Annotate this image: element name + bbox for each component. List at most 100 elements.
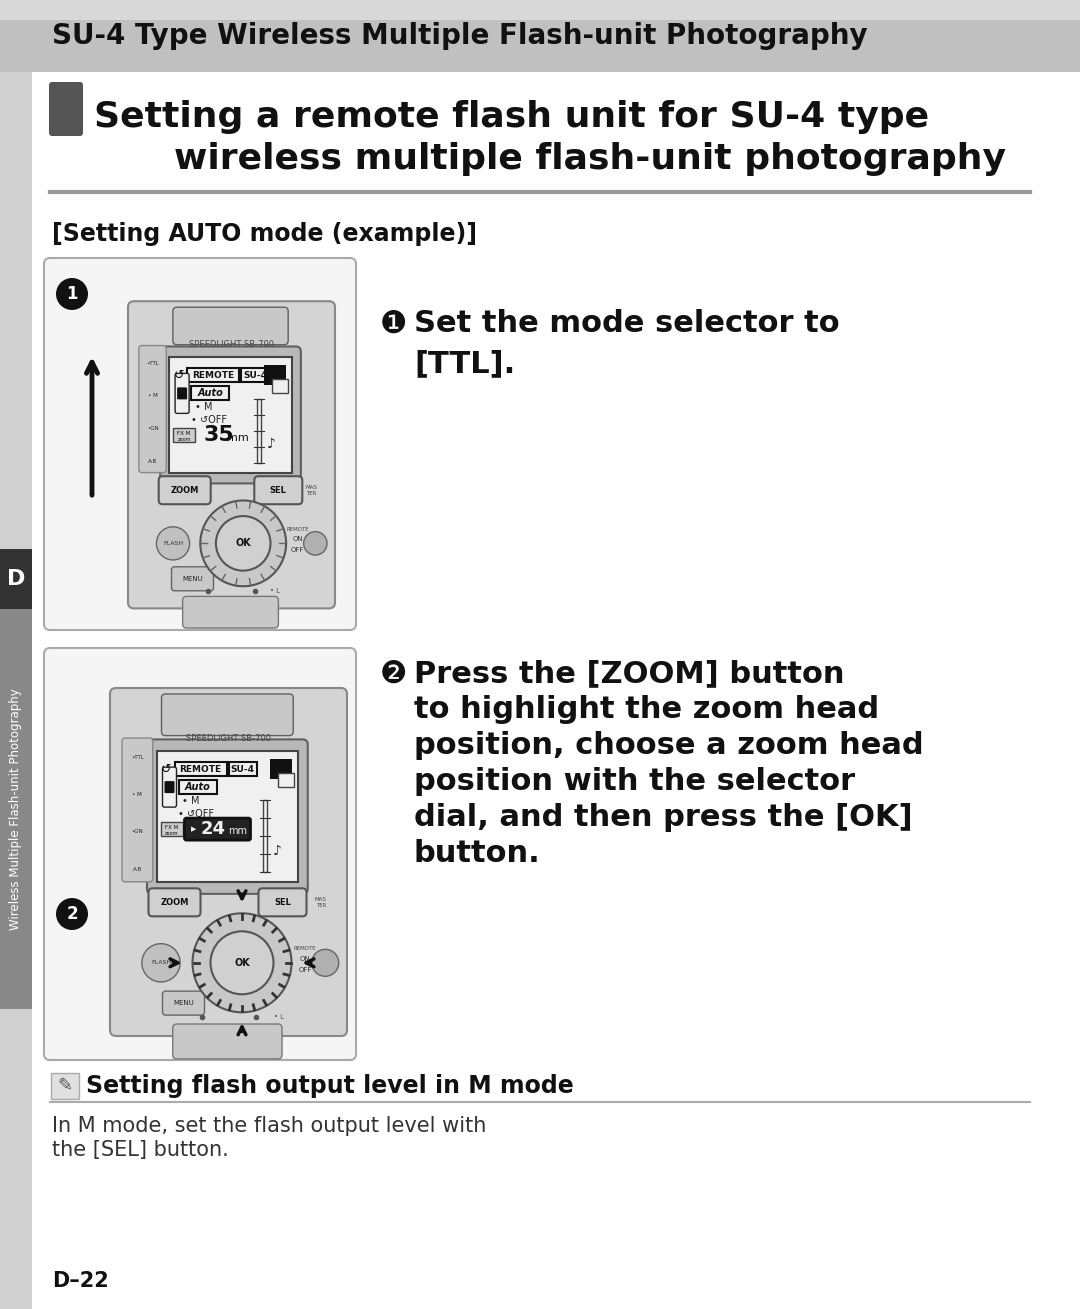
Text: Auto: Auto (185, 781, 211, 792)
Text: A·B: A·B (133, 867, 141, 872)
Text: MAS
TER: MAS TER (314, 897, 326, 907)
Text: button.: button. (414, 839, 541, 868)
Text: position with the selector: position with the selector (414, 767, 855, 796)
Text: ↺: ↺ (174, 369, 185, 382)
FancyBboxPatch shape (49, 82, 83, 136)
Text: 2: 2 (66, 905, 78, 923)
Circle shape (141, 944, 180, 982)
Text: 1: 1 (66, 285, 78, 302)
Bar (257, 399, 261, 462)
Text: •GN: •GN (132, 830, 144, 834)
FancyBboxPatch shape (159, 476, 211, 504)
Text: Setting flash output level in M mode: Setting flash output level in M mode (86, 1073, 573, 1098)
FancyBboxPatch shape (254, 476, 302, 504)
Text: [TTL].: [TTL]. (414, 350, 515, 378)
Circle shape (312, 949, 339, 977)
Text: FX M: FX M (177, 431, 191, 436)
Text: REMOTE: REMOTE (192, 370, 234, 380)
Text: SEL: SEL (270, 486, 286, 495)
Text: FX M: FX M (165, 825, 178, 830)
Text: • M: • M (133, 792, 143, 797)
Circle shape (303, 531, 327, 555)
Text: Auto: Auto (198, 389, 224, 398)
Text: •TTL: •TTL (131, 755, 144, 761)
Circle shape (216, 516, 270, 571)
Text: SPEEDLIGHT SB-700: SPEEDLIGHT SB-700 (186, 734, 271, 744)
Text: the [SEL] button.: the [SEL] button. (52, 1140, 229, 1160)
Bar (0, 0, 1080, 20)
Text: Setting a remote flash unit for SU-4 type: Setting a remote flash unit for SU-4 typ… (94, 99, 929, 134)
FancyBboxPatch shape (44, 258, 356, 630)
FancyBboxPatch shape (173, 308, 288, 344)
Text: A·B: A·B (148, 458, 157, 463)
Bar (0, 548, 32, 609)
Text: • L: • L (273, 1013, 284, 1020)
Text: • ↺OFF: • ↺OFF (191, 415, 227, 425)
Text: zoom: zoom (165, 831, 178, 835)
Text: ♪: ♪ (267, 436, 275, 450)
Text: Press the [ZOOM] button: Press the [ZOOM] button (414, 660, 845, 689)
Text: mm: mm (227, 433, 248, 444)
Text: • M: • M (195, 402, 213, 412)
FancyBboxPatch shape (164, 781, 175, 793)
Text: OK: OK (235, 538, 251, 548)
Text: Wireless Multiple Flash-unit Photography: Wireless Multiple Flash-unit Photography (10, 689, 23, 929)
Circle shape (56, 278, 87, 310)
FancyBboxPatch shape (161, 822, 183, 836)
Text: REMOTE: REMOTE (179, 764, 221, 774)
Text: SU-4: SU-4 (243, 370, 267, 380)
FancyBboxPatch shape (170, 357, 292, 473)
Text: SPEEDLIGHT SB-700: SPEEDLIGHT SB-700 (189, 340, 274, 350)
FancyBboxPatch shape (139, 346, 166, 473)
Text: ♪: ♪ (273, 843, 282, 857)
Text: •TTL: •TTL (146, 360, 159, 365)
Text: position, choose a zoom head: position, choose a zoom head (414, 732, 923, 761)
Text: FLASH: FLASH (163, 541, 184, 546)
Text: wireless multiple flash-unit photography: wireless multiple flash-unit photography (174, 141, 1005, 175)
FancyBboxPatch shape (129, 301, 335, 609)
Text: D: D (6, 569, 25, 589)
FancyBboxPatch shape (173, 1024, 282, 1059)
FancyBboxPatch shape (172, 567, 214, 590)
Bar (270, 759, 293, 779)
Bar (0, 72, 32, 1309)
FancyBboxPatch shape (173, 428, 195, 442)
Text: ❷: ❷ (380, 660, 407, 689)
Text: ↺: ↺ (161, 763, 172, 776)
FancyBboxPatch shape (191, 386, 229, 401)
FancyBboxPatch shape (157, 751, 298, 882)
FancyBboxPatch shape (44, 648, 356, 1060)
Text: ON: ON (299, 956, 310, 962)
Text: ON: ON (293, 537, 303, 542)
Text: • M: • M (183, 796, 200, 806)
Text: Set the mode selector to: Set the mode selector to (414, 309, 839, 339)
FancyBboxPatch shape (258, 889, 307, 916)
Text: 35: 35 (203, 425, 234, 445)
Bar (264, 800, 267, 872)
Text: SEL: SEL (274, 898, 291, 907)
Circle shape (157, 526, 190, 560)
Text: 24: 24 (201, 821, 226, 838)
FancyBboxPatch shape (241, 368, 269, 382)
Bar (272, 380, 288, 394)
Text: SU-4: SU-4 (230, 764, 255, 774)
Text: ▶: ▶ (190, 826, 195, 833)
Text: OFF: OFF (292, 547, 305, 554)
Circle shape (56, 898, 87, 929)
Text: OK: OK (234, 958, 249, 967)
Bar (264, 365, 286, 385)
FancyBboxPatch shape (187, 368, 239, 382)
Bar (0, 0, 1080, 72)
Text: OFF: OFF (298, 967, 312, 973)
FancyBboxPatch shape (160, 347, 301, 483)
FancyBboxPatch shape (162, 991, 204, 1014)
Text: REMOTE: REMOTE (286, 526, 309, 531)
Bar (279, 774, 294, 787)
FancyBboxPatch shape (162, 767, 176, 808)
FancyBboxPatch shape (147, 740, 308, 894)
FancyBboxPatch shape (177, 387, 187, 399)
FancyBboxPatch shape (175, 762, 227, 776)
FancyBboxPatch shape (178, 780, 216, 795)
Bar (0, 609, 32, 1009)
Text: zoom: zoom (177, 437, 191, 442)
